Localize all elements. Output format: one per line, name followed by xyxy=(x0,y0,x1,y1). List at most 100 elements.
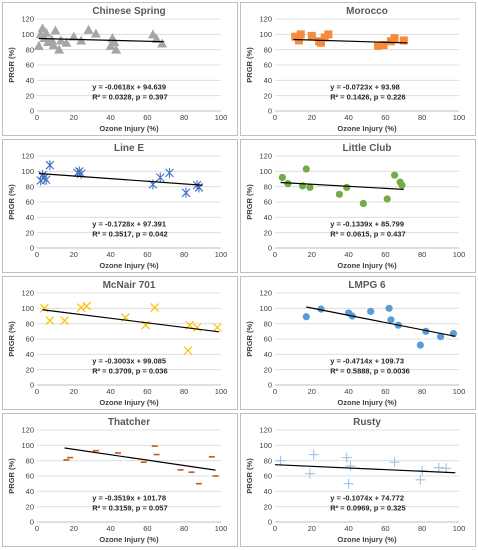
data-point xyxy=(345,461,356,472)
y-tick-label: 60 xyxy=(264,472,272,481)
y-tick-label: 20 xyxy=(264,365,272,374)
regression-equation: y = -0.4714x + 109.73 xyxy=(330,357,404,366)
x-axis-label: Ozone Injury (%) xyxy=(99,124,159,133)
x-tick-label: 100 xyxy=(453,387,466,396)
chart-title: Thatcher xyxy=(108,417,150,428)
regression-stats: R² = 0.0615, p = 0.437 xyxy=(330,230,405,239)
data-point xyxy=(68,31,79,41)
data-point xyxy=(306,183,314,192)
y-tick-label: 80 xyxy=(264,182,272,191)
y-tick-label: 100 xyxy=(259,441,272,450)
y-tick-label: 20 xyxy=(264,228,272,237)
data-point xyxy=(157,38,168,48)
y-tick-label: 0 xyxy=(268,518,272,527)
x-tick-label: 40 xyxy=(344,113,352,122)
x-tick-label: 20 xyxy=(70,113,78,122)
regression-equation: y = -0.1074x + 74.772 xyxy=(330,494,404,503)
data-point xyxy=(341,452,352,463)
y-tick-label: 120 xyxy=(21,289,34,298)
x-axis-label: Ozone Injury (%) xyxy=(99,261,159,270)
data-point xyxy=(151,33,162,43)
y-tick-label: 80 xyxy=(264,319,272,328)
chart-title: McNair 701 xyxy=(103,280,156,291)
y-tick-label: 60 xyxy=(26,198,34,207)
data-point xyxy=(41,27,52,37)
y-tick-label: 120 xyxy=(259,152,272,161)
chart-panel: Rusty 0 20 40 60 80 100 120 0 20 40 60 80 100 Ozone In… xyxy=(240,413,476,547)
data-point xyxy=(390,34,399,43)
data-point xyxy=(61,37,72,47)
data-point xyxy=(389,457,400,468)
y-tick-label: 0 xyxy=(30,381,34,390)
regression-stats: R² = 0.3159, p = 0.057 xyxy=(92,504,167,513)
x-tick-label: 80 xyxy=(180,113,188,122)
data-point xyxy=(60,316,70,326)
x-tick-label: 40 xyxy=(106,250,114,259)
data-point xyxy=(367,307,375,315)
data-point xyxy=(398,181,406,189)
x-tick-label: 60 xyxy=(143,387,151,396)
data-point xyxy=(183,346,193,355)
data-point xyxy=(76,303,86,312)
data-point xyxy=(385,304,393,312)
y-axis-label: PRGR (%) xyxy=(245,321,254,357)
y-tick-label: 100 xyxy=(21,441,34,450)
x-tick-label: 80 xyxy=(180,250,188,259)
x-tick-label: 80 xyxy=(418,113,426,122)
data-point xyxy=(308,449,319,460)
y-axis-label: PRGR (%) xyxy=(245,47,254,83)
y-tick-label: 80 xyxy=(26,319,34,328)
y-tick-label: 120 xyxy=(21,152,34,161)
y-tick-label: 60 xyxy=(26,472,34,481)
regression-equation: y = -0.1728x + 97.391 xyxy=(92,220,166,229)
regression-equation: y = -0.0723x + 93.98 xyxy=(330,83,400,92)
x-tick-label: 20 xyxy=(70,524,78,533)
y-tick-label: 0 xyxy=(268,244,272,253)
chart-svg: Chinese Spring 0 20 40 60 80 100 120 0 20 40 60 80 10… xyxy=(7,6,227,133)
y-tick-label: 120 xyxy=(259,426,272,435)
y-tick-label: 100 xyxy=(259,304,272,313)
data-point xyxy=(50,25,61,35)
data-point xyxy=(150,303,160,312)
regression-stats: R² = 0.5888, p = 0.0036 xyxy=(330,367,410,376)
data-point xyxy=(335,190,343,198)
data-point xyxy=(45,160,55,171)
x-tick-label: 60 xyxy=(381,113,389,122)
y-tick-label: 20 xyxy=(26,502,34,511)
y-tick-label: 80 xyxy=(26,182,34,191)
chart-title: Rusty xyxy=(353,417,381,428)
data-point xyxy=(192,323,202,332)
x-tick-label: 20 xyxy=(308,387,316,396)
y-tick-label: 80 xyxy=(26,456,34,465)
data-point xyxy=(165,167,174,178)
chart-panel: LMPG 6 0 20 40 60 80 100 120 0 20 40 60 80 100 Ozone I… xyxy=(240,276,476,410)
x-tick-label: 0 xyxy=(35,387,39,396)
x-tick-label: 40 xyxy=(106,113,114,122)
x-tick-label: 20 xyxy=(70,387,78,396)
data-point xyxy=(387,316,395,324)
trendline xyxy=(306,306,456,337)
y-tick-label: 60 xyxy=(264,198,272,207)
x-tick-label: 80 xyxy=(180,524,188,533)
data-point xyxy=(111,44,122,54)
data-point xyxy=(33,40,44,50)
x-axis-label: Ozone Injury (%) xyxy=(337,535,397,544)
regression-stats: R² = 0.3517, p = 0.042 xyxy=(92,230,167,239)
x-tick-label: 0 xyxy=(273,524,277,533)
y-tick-label: 120 xyxy=(259,15,272,24)
y-tick-label: 120 xyxy=(21,426,34,435)
x-axis-label: Ozone Injury (%) xyxy=(99,535,159,544)
chart-title: LMPG 6 xyxy=(348,280,386,291)
chart-svg: McNair 701 0 20 40 60 80 100 120 0 20 40 60 80 100 Ozo… xyxy=(7,280,227,407)
data-point xyxy=(90,28,101,38)
y-tick-label: 20 xyxy=(26,365,34,374)
y-tick-label: 120 xyxy=(21,15,34,24)
data-point xyxy=(324,30,333,39)
data-point xyxy=(284,180,292,188)
trendline xyxy=(42,309,220,333)
y-tick-label: 100 xyxy=(21,304,34,313)
x-tick-label: 80 xyxy=(180,387,188,396)
y-tick-label: 100 xyxy=(21,167,34,176)
trendline xyxy=(38,37,164,43)
chart-svg: Morocco 0 20 40 60 80 100 120 0 20 40 60 80 100 Ozone … xyxy=(245,6,465,133)
